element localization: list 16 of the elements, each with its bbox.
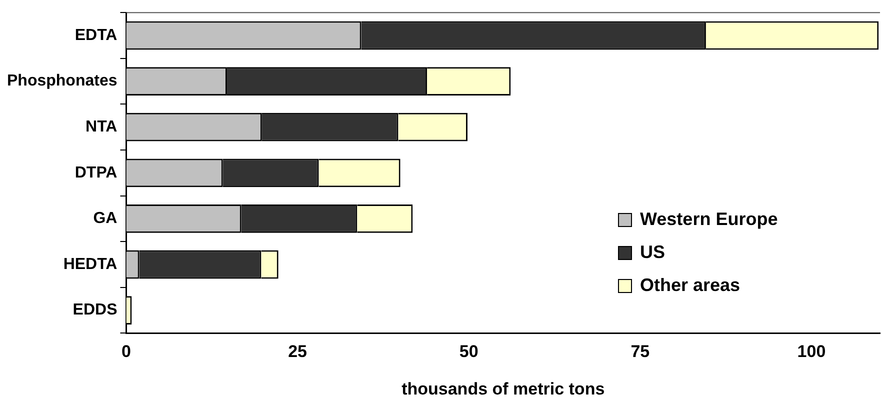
legend-label: US <box>640 242 666 264</box>
y-tick-label: EDDS <box>72 302 118 319</box>
x-axis-title: thousands of metric tons <box>402 379 605 398</box>
y-tick-label: Phosphonates <box>7 72 118 90</box>
y-tick-label: DTPA <box>74 164 118 182</box>
y-tick-label: EDTA <box>74 26 118 44</box>
y-tick-label: GA <box>93 210 118 228</box>
x-tick-label: 25 <box>288 342 308 362</box>
legend-label: Other areas <box>640 275 740 296</box>
x-tick-label: 100 <box>797 342 826 362</box>
x-tick-label: 50 <box>459 342 478 362</box>
x-tick-label: 0 <box>122 342 131 362</box>
y-tick-label: HEDTA <box>63 256 118 273</box>
y-tick-label: NTA <box>86 118 118 136</box>
legend-label: Western Europe <box>640 209 778 230</box>
x-tick-label: 75 <box>630 342 650 362</box>
